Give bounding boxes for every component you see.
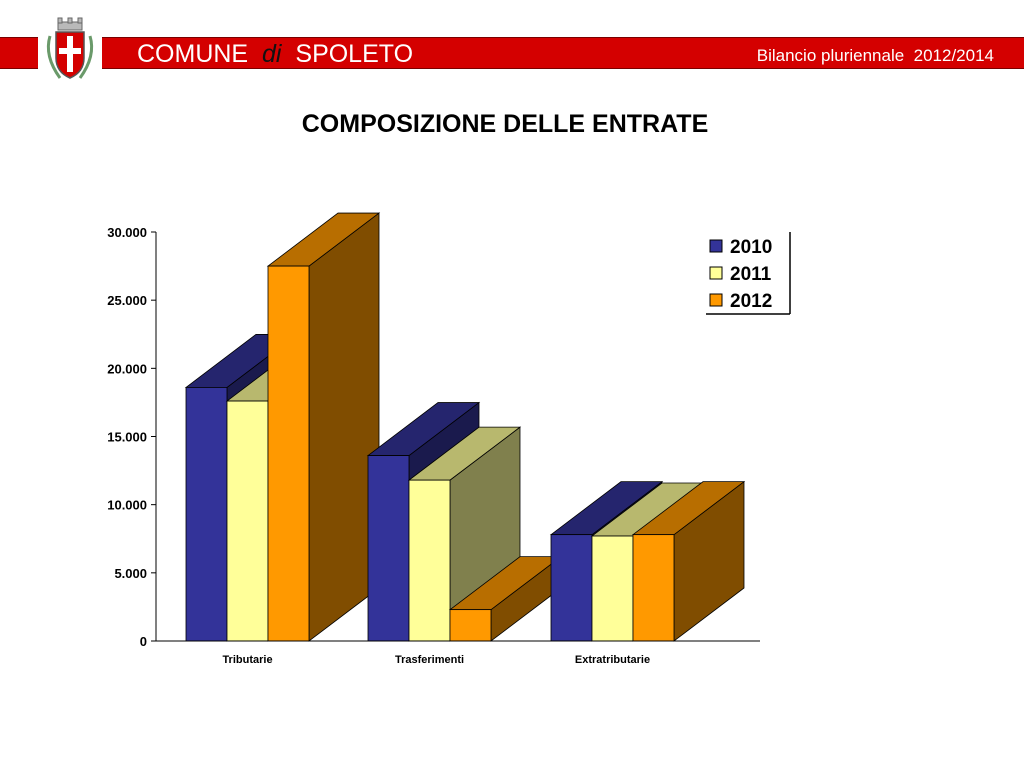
bar	[267, 265, 310, 642]
bar	[550, 534, 593, 642]
org-connector: di	[262, 40, 282, 68]
x-tick-label: Tributarie	[222, 654, 272, 666]
y-tick-label: 30.000	[107, 225, 147, 240]
y-tick-label: 0	[140, 634, 147, 649]
chart-title: COMPOSIZIONE DELLE ENTRATE	[301, 110, 709, 138]
bar	[185, 387, 228, 642]
y-tick-label: 15.000	[107, 430, 147, 445]
legend-swatch	[709, 239, 723, 253]
org-prefix: COMUNE	[137, 40, 249, 68]
bar	[226, 400, 269, 642]
legend-label: 2010	[730, 237, 772, 258]
bar	[632, 534, 675, 642]
legend-label: 2012	[730, 291, 772, 312]
x-tick-label: Trasferimenti	[395, 654, 464, 666]
org-name: SPOLETO	[295, 40, 414, 68]
y-tick-label: 20.000	[107, 361, 147, 376]
x-tick-label: Extratributarie	[575, 654, 650, 666]
y-tick-label: 25.000	[107, 293, 147, 308]
report-label: Bilancio pluriennale 2012/2014	[756, 46, 994, 65]
bar	[408, 479, 451, 642]
header-bar	[0, 37, 1024, 69]
bar	[449, 609, 492, 642]
y-tick-label: 5.000	[114, 566, 147, 581]
bar	[591, 535, 634, 642]
legend-swatch	[709, 293, 723, 307]
bar	[367, 455, 410, 642]
y-tick-label: 10.000	[107, 498, 147, 513]
coat-of-arms-icon	[38, 14, 102, 86]
page-header-title: COMUNE di SPOLETO	[137, 40, 413, 68]
legend-swatch	[709, 266, 723, 280]
legend-label: 2011	[730, 264, 772, 285]
